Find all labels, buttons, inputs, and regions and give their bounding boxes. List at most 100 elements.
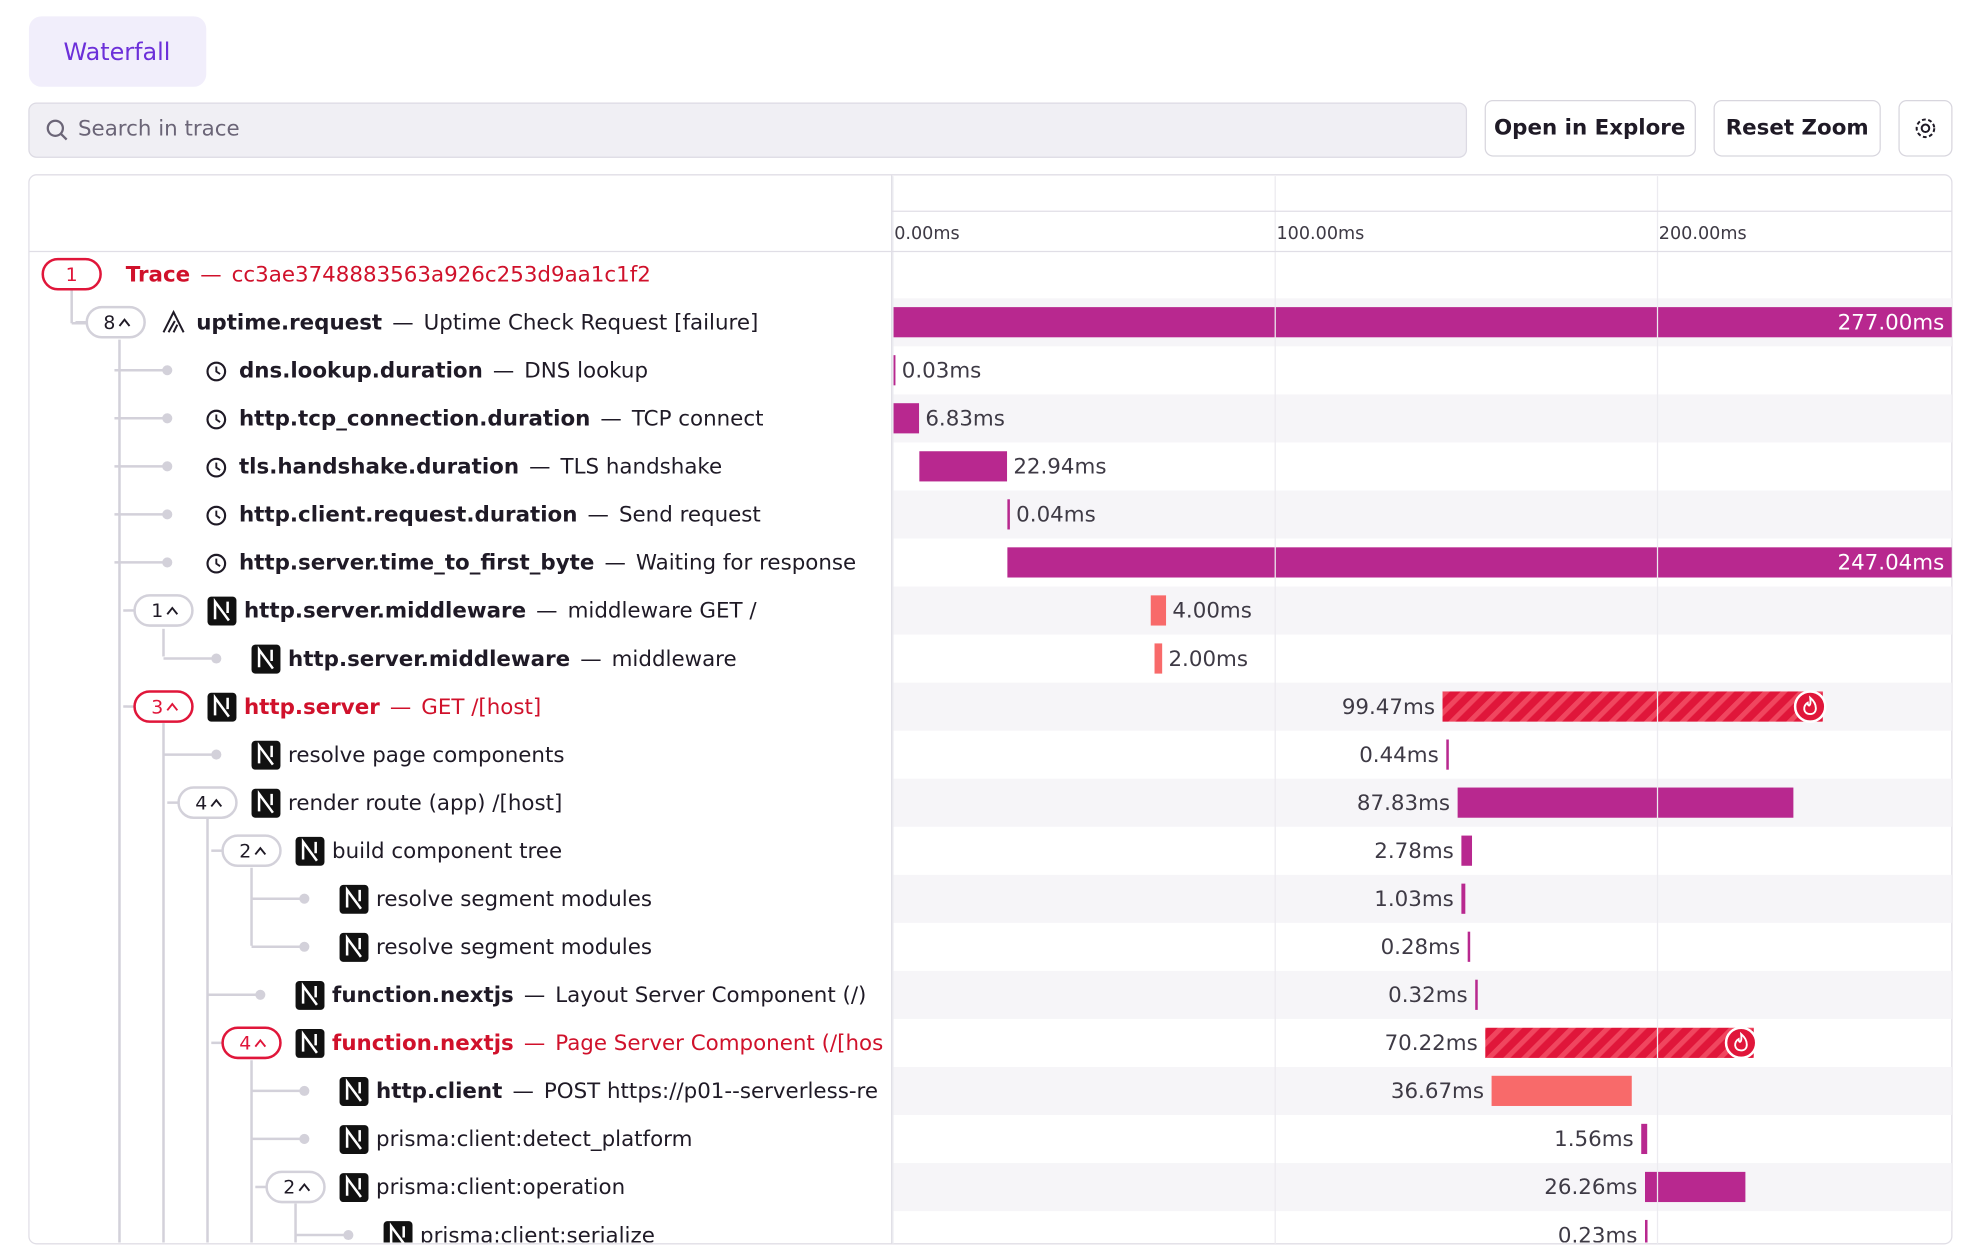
span-description: Waiting for response bbox=[636, 551, 856, 576]
span-name: http.client.request.duration bbox=[239, 503, 578, 528]
tree-dot bbox=[211, 653, 222, 664]
count-badge[interactable] bbox=[133, 594, 194, 627]
tree-dot bbox=[211, 749, 222, 760]
button-label[interactable]: Reset Zoom bbox=[1726, 115, 1869, 140]
nextjs-n bbox=[257, 741, 274, 766]
span-name: resolve segment modules bbox=[376, 887, 652, 912]
button[interactable] bbox=[1713, 99, 1881, 157]
count-label: 1 bbox=[151, 600, 163, 622]
duration-bar bbox=[1457, 787, 1794, 818]
tree-dot bbox=[299, 893, 310, 904]
separator: — bbox=[524, 1031, 545, 1056]
duration-label: 1.56ms bbox=[1554, 1127, 1634, 1152]
span-name: uptime.request bbox=[196, 310, 382, 335]
search-box[interactable] bbox=[28, 102, 1468, 158]
span-description: GET /[host] bbox=[421, 695, 541, 720]
count-badge[interactable] bbox=[41, 257, 102, 291]
timeline: 277.00ms 0.03ms 6.83ms 22.94ms 0.04ms 247.04m… bbox=[892, 298, 1952, 1243]
duration-bar bbox=[1641, 1123, 1648, 1155]
span-name: prisma:client:operation bbox=[376, 1175, 625, 1200]
separator: — bbox=[524, 983, 545, 1008]
count-badge[interactable] bbox=[265, 1170, 326, 1204]
duration-label: 0.28ms bbox=[1381, 935, 1461, 960]
gear-icon bbox=[1915, 118, 1936, 139]
duration-bar bbox=[1007, 499, 1010, 530]
search-icon bbox=[46, 119, 68, 141]
row-background bbox=[892, 1163, 1952, 1212]
tree-dot bbox=[162, 413, 173, 424]
caret-icon bbox=[298, 1182, 311, 1192]
button-label[interactable]: Open in Explore bbox=[1494, 115, 1685, 140]
flame-badge bbox=[1793, 690, 1827, 723]
uptime-icon bbox=[162, 309, 185, 333]
span-name: http.server.middleware bbox=[244, 599, 526, 624]
span-name: function.nextjs bbox=[332, 983, 514, 1008]
nextjs-n bbox=[345, 1126, 362, 1150]
clock-hands bbox=[215, 558, 221, 567]
settings-button[interactable] bbox=[1898, 99, 1953, 157]
caret-icon bbox=[254, 1038, 267, 1048]
span-name: render route (app) /[host] bbox=[288, 791, 562, 816]
tree-dot bbox=[299, 941, 310, 952]
duration-bar bbox=[1645, 1219, 1648, 1243]
separator: — bbox=[529, 455, 550, 480]
nextjs-n bbox=[345, 1078, 362, 1102]
row-background bbox=[892, 874, 1952, 923]
span-name: build component tree bbox=[332, 839, 562, 864]
span-name: http.server.middleware bbox=[288, 647, 570, 672]
caret-icon bbox=[210, 798, 223, 807]
clock-icon bbox=[206, 361, 227, 382]
nextjs-n bbox=[345, 886, 362, 910]
tree-dot bbox=[299, 1133, 310, 1144]
nextjs-n bbox=[213, 597, 230, 622]
nextjs-n bbox=[389, 1222, 405, 1243]
span-name: http.server.time_to_first_byte bbox=[239, 551, 594, 576]
tab[interactable] bbox=[28, 16, 207, 87]
count-badge[interactable] bbox=[177, 786, 238, 819]
duration-bar bbox=[1475, 979, 1478, 1010]
duration-bar bbox=[892, 403, 920, 434]
tree: 1 Trace — cc3ae3748883563a926c253d9aa1c1f2 8… bbox=[41, 257, 883, 1243]
count-label: 2 bbox=[239, 840, 251, 862]
duration-label: 0.44ms bbox=[1359, 743, 1439, 768]
count-badge[interactable] bbox=[221, 834, 282, 868]
flame-icon bbox=[1734, 1031, 1748, 1052]
duration-label: 1.03ms bbox=[1374, 887, 1454, 912]
span-name: http.server bbox=[244, 695, 380, 720]
duration-bar bbox=[919, 451, 1008, 482]
duration-bar bbox=[1461, 883, 1466, 914]
duration-label: 0.04ms bbox=[1016, 503, 1096, 528]
duration-bar bbox=[1485, 1027, 1754, 1058]
duration-label: 247.04ms bbox=[1837, 551, 1944, 576]
separator: — bbox=[580, 647, 601, 672]
clock-hands bbox=[215, 510, 221, 519]
tab-label[interactable]: Waterfall bbox=[64, 38, 171, 66]
tree-dot bbox=[162, 365, 173, 376]
nextjs-n bbox=[301, 838, 318, 862]
row-background bbox=[892, 1066, 1952, 1116]
tick-label: 200.00ms bbox=[1659, 224, 1747, 244]
duration-label: 6.83ms bbox=[925, 407, 1005, 432]
span-name: prisma:client:detect_platform bbox=[376, 1127, 692, 1152]
row-background bbox=[892, 586, 1952, 635]
duration-label: 4.00ms bbox=[1172, 599, 1252, 624]
search-placeholder[interactable]: Search in trace bbox=[78, 117, 240, 142]
span-name: tls.handshake.duration bbox=[239, 455, 519, 480]
span-name: resolve page components bbox=[288, 743, 564, 768]
span-description: Layout Server Component (/) bbox=[555, 983, 866, 1008]
span-description: TLS handshake bbox=[560, 455, 723, 480]
span-description: Page Server Component (/[hos bbox=[555, 1031, 883, 1056]
count-badge[interactable] bbox=[221, 1026, 282, 1060]
button[interactable] bbox=[1484, 99, 1696, 157]
duration-bar bbox=[1467, 931, 1471, 962]
duration-bar bbox=[1491, 1075, 1632, 1106]
count-badge[interactable] bbox=[133, 690, 194, 723]
separator: — bbox=[493, 359, 514, 384]
span-description: Send request bbox=[619, 503, 761, 528]
span-name: http.client bbox=[376, 1079, 502, 1104]
clock-icon bbox=[206, 457, 227, 478]
clock-hands bbox=[215, 366, 221, 375]
count-badge[interactable] bbox=[85, 305, 146, 339]
caret-icon bbox=[254, 846, 267, 856]
